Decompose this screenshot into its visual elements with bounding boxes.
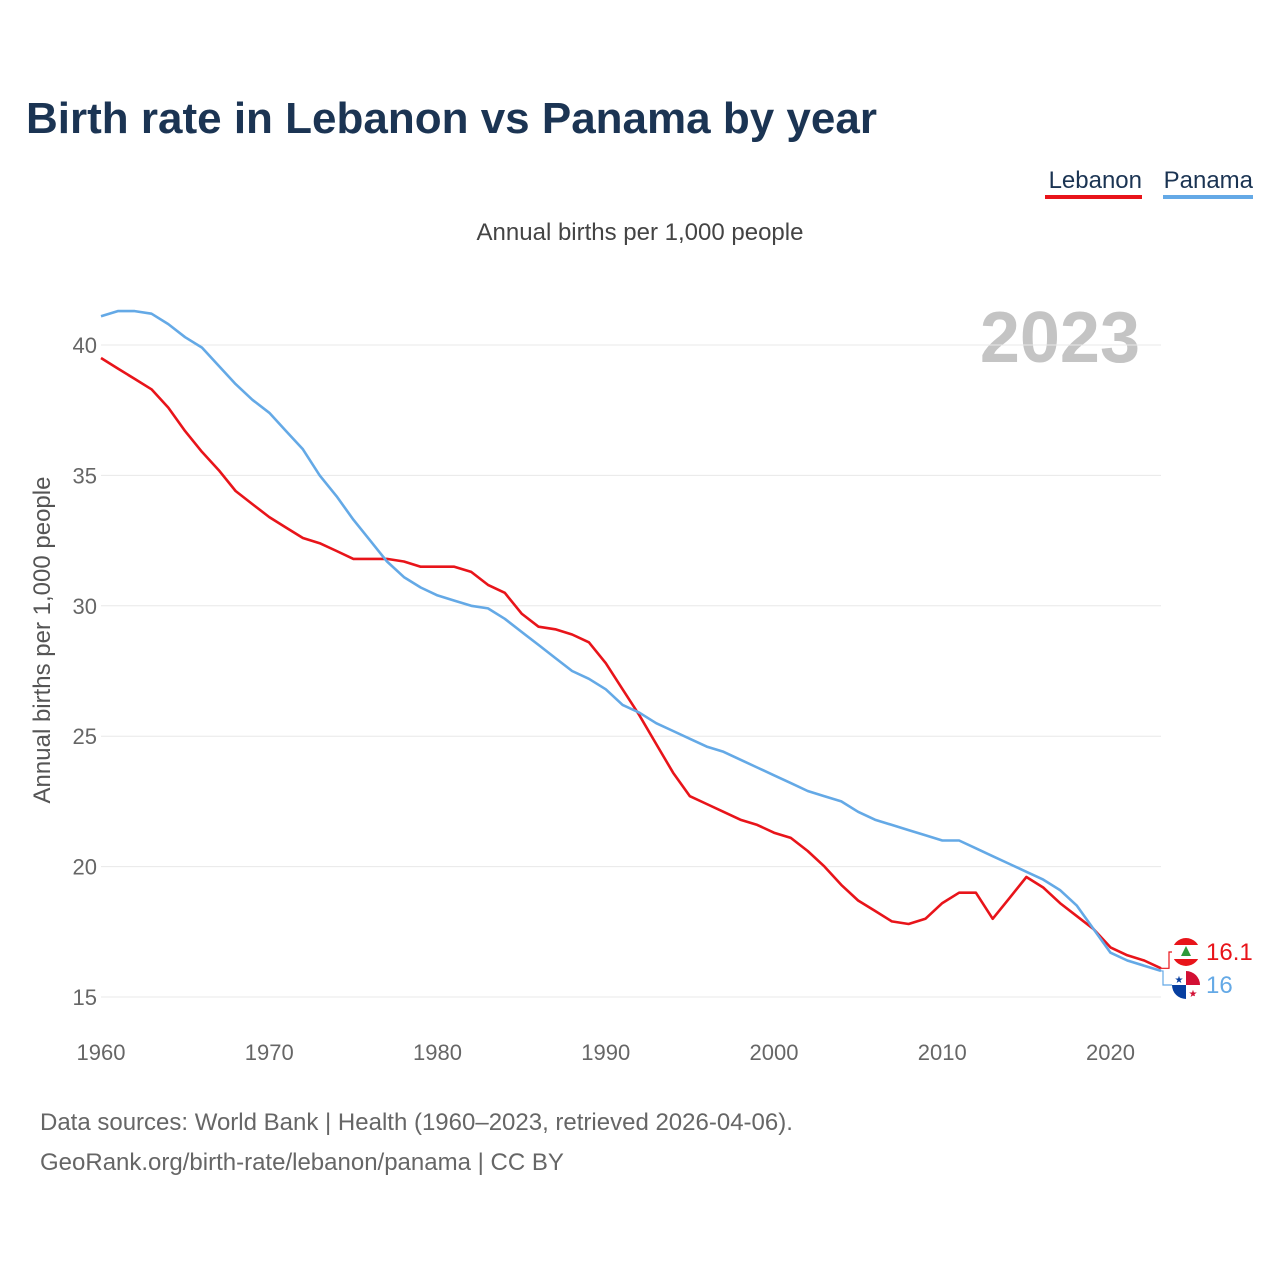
legend-label-panama[interactable]: Panama <box>1164 167 1254 194</box>
x-tick-label: 2000 <box>750 1040 799 1065</box>
panama-end-value: 16 <box>1206 972 1233 999</box>
y-tick-label: 40 <box>73 333 97 358</box>
source-line-1: Data sources: World Bank | Health (1960–… <box>40 1109 793 1136</box>
series-line-lebanon[interactable] <box>100 356 1162 970</box>
x-tick-label: 1960 <box>77 1040 126 1065</box>
chart-title: Birth rate in Lebanon vs Panama by year <box>26 94 877 143</box>
series-layer <box>100 309 1162 973</box>
chart-subtitle: Annual births per 1,000 people <box>477 219 804 246</box>
x-tick-label: 1990 <box>581 1040 630 1065</box>
y-tick-label: 35 <box>73 463 97 488</box>
source-line-2[interactable]: GeoRank.org/birth-rate/lebanon/panama | … <box>40 1149 564 1176</box>
grid-layer <box>101 344 1161 998</box>
y-tick-label: 30 <box>73 594 97 619</box>
x-tick-label: 2010 <box>918 1040 967 1065</box>
x-tick-label: 2020 <box>1086 1040 1135 1065</box>
x-tick-labels: 1960 1970 1980 1990 2000 2010 2020 <box>77 1040 1135 1065</box>
y-tick-label: 15 <box>73 985 97 1010</box>
lebanon-flag-icon <box>1172 938 1200 966</box>
current-year-label: 2023 <box>980 298 1140 378</box>
y-axis-label: Annual births per 1,000 people <box>29 477 56 804</box>
series-line-panama[interactable] <box>100 309 1162 973</box>
x-tick-label: 1980 <box>413 1040 462 1065</box>
y-tick-label: 25 <box>73 724 97 749</box>
y-tick-labels: 15 20 25 30 35 40 <box>73 333 97 1010</box>
lebanon-end-value: 16.1 <box>1206 939 1253 966</box>
lebanon-connector <box>1161 951 1172 969</box>
legend-label-lebanon[interactable]: Lebanon <box>1049 167 1142 194</box>
y-tick-label: 20 <box>73 855 97 880</box>
x-tick-label: 1970 <box>245 1040 294 1065</box>
svg-text:★: ★ <box>1189 989 1198 1000</box>
svg-text:★: ★ <box>1175 975 1184 986</box>
panama-connector <box>1161 970 1172 986</box>
legend: Lebanon Panama <box>1045 167 1254 199</box>
panama-flag-icon: ★★ <box>1172 971 1200 1000</box>
end-markers: ★★16.116 <box>1161 938 1253 1000</box>
